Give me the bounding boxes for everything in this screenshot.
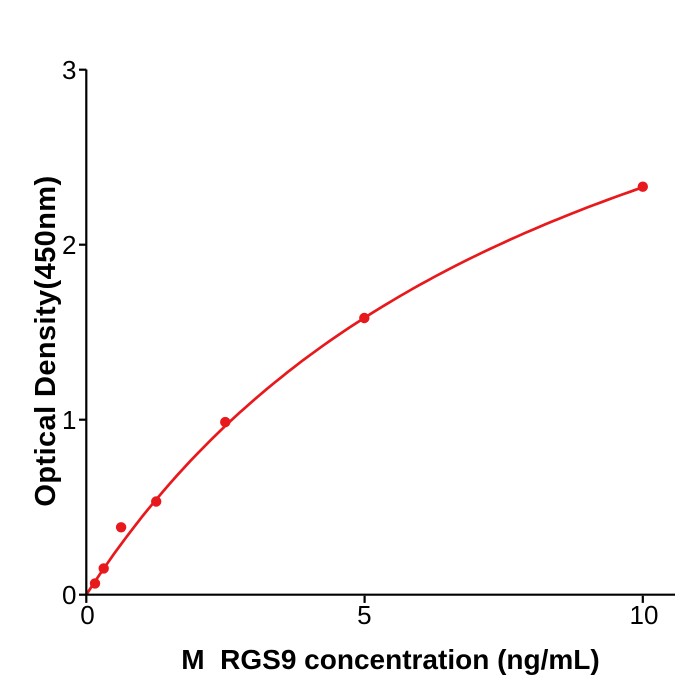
- svg-text:1: 1: [62, 405, 76, 435]
- svg-text:M RGS9 concentration (ng/mL): M RGS9 concentration (ng/mL): [181, 644, 599, 675]
- svg-text:Optical Density(450nm): Optical Density(450nm): [30, 175, 62, 506]
- svg-text:0: 0: [80, 600, 94, 630]
- svg-text:2: 2: [62, 230, 76, 260]
- svg-text:10: 10: [630, 600, 659, 630]
- svg-text:3: 3: [62, 55, 76, 85]
- svg-text:0: 0: [62, 580, 76, 610]
- svg-text:5: 5: [357, 600, 371, 630]
